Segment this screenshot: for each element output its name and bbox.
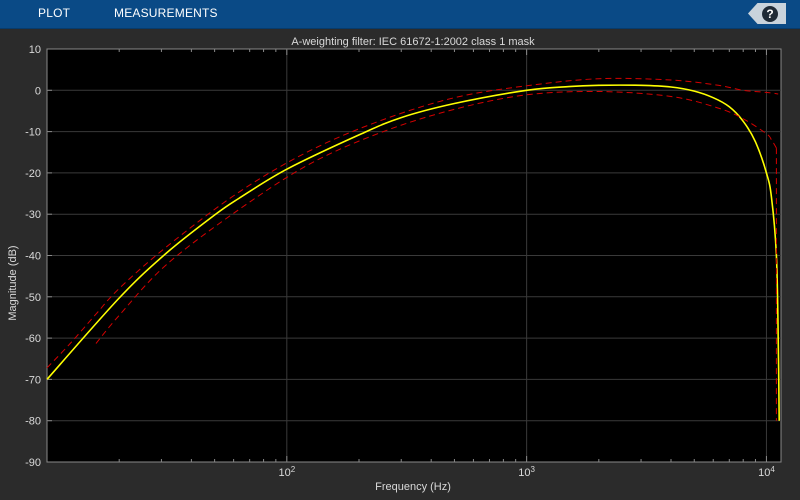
y-tick-label: -10 — [25, 127, 41, 139]
y-tick-label: 10 — [29, 44, 41, 56]
y-tick-label: -30 — [25, 209, 41, 221]
y-tick-label: -50 — [25, 292, 41, 304]
question-mark-icon[interactable]: ? — [762, 6, 778, 22]
series-group — [46, 77, 780, 421]
x-axis-label: Frequency (Hz) — [375, 481, 451, 493]
series-line-response — [46, 84, 780, 421]
y-axis: 10 0 -10 -20 -30 -40 -50 -60 -70 -80 -90 — [25, 44, 52, 469]
tab-measurements[interactable]: MEASUREMENTS — [114, 6, 218, 20]
y-tick-label: -70 — [25, 374, 41, 386]
x-axis: 102 103 104 — [46, 49, 775, 479]
y-axis-label: Magnitude (dB) — [7, 245, 19, 320]
chart: A-weighting filter: IEC 61672-1:2002 cla… — [7, 36, 782, 493]
x-tick-label: 104 — [758, 465, 775, 479]
x-tick-label: 103 — [518, 465, 535, 479]
y-tick-label: 0 — [35, 85, 41, 97]
series-line-mask-upper — [46, 77, 779, 369]
y-tick-label: -80 — [25, 416, 41, 428]
y-tick-label: -20 — [25, 168, 41, 180]
grid — [47, 49, 781, 462]
y-tick-label: -90 — [25, 457, 41, 469]
y-tick-label: -60 — [25, 333, 41, 345]
y-tick-label: -40 — [25, 251, 41, 263]
x-tick-label: 102 — [278, 465, 295, 479]
tab-plot[interactable]: PLOT — [38, 6, 71, 20]
toolstrip: PLOT MEASUREMENTS ? — [0, 0, 800, 29]
series-line-mask-lower — [95, 90, 777, 344]
chart-title: A-weighting filter: IEC 61672-1:2002 cla… — [291, 36, 535, 48]
